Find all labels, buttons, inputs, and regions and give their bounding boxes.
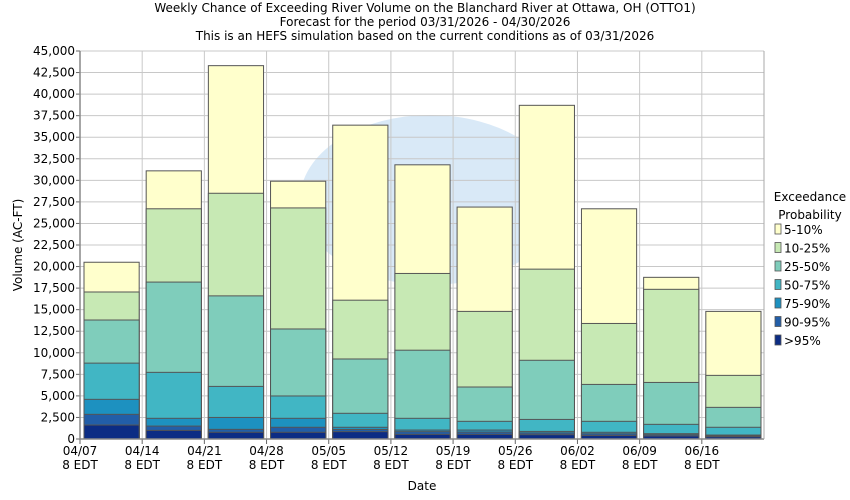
- y-tick-label: 22,500: [33, 238, 75, 252]
- x-tick-sublabel: 8 EDT: [497, 458, 533, 472]
- y-tick-label: 35,000: [33, 130, 75, 144]
- legend-swatch: [774, 260, 782, 272]
- legend-label: >95%: [784, 334, 821, 348]
- y-tick-label: 7,500: [41, 367, 75, 381]
- y-tick-label: 2,500: [41, 410, 75, 424]
- x-tick-sublabel: 8 EDT: [560, 458, 596, 472]
- y-tick-label: 10,000: [33, 346, 75, 360]
- legend-label: 50-75%: [784, 279, 830, 293]
- x-tick-label: 04/21: [187, 444, 222, 458]
- x-tick-sublabel: 8 EDT: [249, 458, 285, 472]
- x-tick-sublabel: 8 EDT: [435, 458, 471, 472]
- x-tick-label: 04/07: [63, 444, 98, 458]
- y-tick-label: 32,500: [33, 152, 75, 166]
- x-tick-label: 05/05: [311, 444, 346, 458]
- bar-segment: [83, 424, 140, 440]
- x-tick-sublabel: 8 EDT: [62, 458, 98, 472]
- y-tick-label: 20,000: [33, 260, 75, 274]
- y-tick-label: 25,000: [33, 216, 75, 230]
- y-tick-label: 17,500: [33, 281, 75, 295]
- chart-subtitle-2: This is an HEFS simulation based on the …: [195, 29, 655, 43]
- y-tick-label: 45,000: [33, 44, 75, 58]
- bar-segment: [145, 429, 202, 440]
- y-tick-label: 37,500: [33, 109, 75, 123]
- bar-segment: [332, 431, 389, 440]
- legend-label: 5-10%: [784, 223, 823, 237]
- legend-label: 10-25%: [784, 242, 830, 256]
- legend-title: Probability: [778, 208, 841, 222]
- x-tick-label: 06/16: [685, 444, 720, 458]
- x-tick-label: 04/14: [125, 444, 160, 458]
- x-tick-sublabel: 8 EDT: [684, 458, 720, 472]
- x-axis-label: Date: [408, 479, 437, 493]
- chart-subtitle-1: Forecast for the period 03/31/2026 - 04/…: [279, 15, 571, 29]
- x-tick-label: 05/26: [498, 444, 533, 458]
- legend-swatch: [774, 297, 782, 309]
- chart-title: Weekly Chance of Exceeding River Volume …: [154, 1, 696, 15]
- x-tick-sublabel: 8 EDT: [124, 458, 160, 472]
- y-tick-label: 27,500: [33, 195, 75, 209]
- legend-label: 90-95%: [784, 316, 830, 330]
- y-tick-label: 0: [67, 432, 75, 446]
- legend-label: 75-90%: [784, 297, 830, 311]
- y-axis-label: Volume (AC-FT): [11, 199, 25, 292]
- legend-swatch: [774, 279, 782, 290]
- x-tick-sublabel: 8 EDT: [311, 458, 347, 472]
- x-tick-sublabel: 8 EDT: [187, 458, 223, 472]
- legend-title: Exceedance: [774, 190, 846, 204]
- x-tick-label: 04/28: [249, 444, 284, 458]
- y-tick-label: 30,000: [33, 173, 75, 187]
- x-tick-label: 06/09: [622, 444, 657, 458]
- x-tick-sublabel: 8 EDT: [622, 458, 658, 472]
- legend-swatch: [774, 316, 782, 327]
- x-tick-label: 05/12: [374, 444, 409, 458]
- legend-swatch: [774, 242, 782, 253]
- y-tick-label: 40,000: [33, 87, 75, 101]
- bar-segment: [270, 431, 327, 440]
- y-tick-label: 42,500: [33, 66, 75, 80]
- y-tick-label: 12,500: [33, 324, 75, 338]
- x-tick-sublabel: 8 EDT: [373, 458, 409, 472]
- y-tick-label: 5,000: [41, 389, 75, 403]
- legend-swatch: [774, 334, 782, 346]
- x-tick-label: 05/19: [436, 444, 471, 458]
- x-tick-label: 06/02: [560, 444, 595, 458]
- legend-swatch: [774, 223, 782, 235]
- y-tick-label: 15,000: [33, 303, 75, 317]
- legend-label: 25-50%: [784, 260, 830, 274]
- bar-segment: [207, 431, 265, 440]
